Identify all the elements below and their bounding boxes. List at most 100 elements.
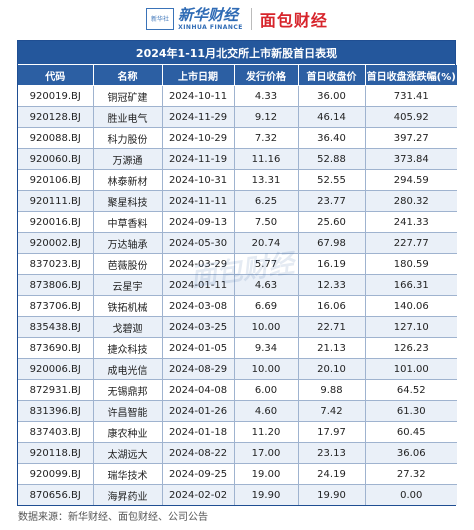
cell-issue-price: 4.33 — [234, 85, 299, 107]
cell-name: 成电光信 — [93, 358, 163, 380]
cell-first-close: 12.33 — [298, 274, 366, 296]
table-row: 920099.BJ 瑞华技术 2024-09-25 19.00 24.19 27.32 — [18, 463, 457, 485]
cell-name: 无锡鼎邦 — [93, 379, 163, 401]
cell-first-close: 16.06 — [298, 295, 366, 317]
cell-code: 835438.BJ — [18, 316, 94, 338]
cell-first-close: 17.97 — [298, 421, 366, 443]
col-header-code: 代码 — [18, 65, 94, 86]
table-row: 831396.BJ 许昌智能 2024-01-26 4.60 7.42 61.30 — [18, 400, 457, 422]
mianbao-finance-logo: 面包财经 — [259, 11, 328, 30]
cell-issue-price: 4.60 — [234, 400, 299, 422]
cell-listing-date: 2024-10-11 — [162, 85, 235, 107]
table-row: 920118.BJ 太湖远大 2024-08-22 17.00 23.13 36.06 — [18, 442, 457, 464]
cell-code: 873706.BJ — [18, 295, 94, 317]
cell-first-change: 397.27 — [365, 127, 457, 149]
cell-listing-date: 2024-10-29 — [162, 127, 235, 149]
cell-first-close: 7.42 — [298, 400, 366, 422]
cell-first-change: 64.52 — [365, 379, 457, 401]
cell-listing-date: 2024-01-05 — [162, 337, 235, 359]
table-row: 837403.BJ 康农种业 2024-01-18 11.20 17.97 60.45 — [18, 421, 457, 443]
cell-issue-price: 7.50 — [234, 211, 299, 233]
cell-listing-date: 2024-05-30 — [162, 232, 235, 254]
cell-name: 中草香料 — [93, 211, 163, 233]
cell-listing-date: 2024-09-25 — [162, 463, 235, 485]
logo-divider — [250, 8, 252, 30]
cell-first-change: 127.10 — [365, 316, 457, 338]
cell-first-change: 180.59 — [365, 253, 457, 275]
cell-name: 瑞华技术 — [93, 463, 163, 485]
cell-code: 920088.BJ — [18, 127, 94, 149]
cell-code: 873690.BJ — [18, 337, 94, 359]
cell-issue-price: 9.34 — [234, 337, 299, 359]
cell-first-close: 19.90 — [298, 484, 366, 505]
cell-first-close: 9.88 — [298, 379, 366, 401]
cell-name: 康农种业 — [93, 421, 163, 443]
cell-name: 科力股份 — [93, 127, 163, 149]
cell-first-close: 46.14 — [298, 106, 366, 128]
cell-issue-price: 19.00 — [234, 463, 299, 485]
cell-code: 831396.BJ — [18, 400, 94, 422]
cell-first-close: 24.19 — [298, 463, 366, 485]
table-row: 872931.BJ 无锡鼎邦 2024-04-08 6.00 9.88 64.52 — [18, 379, 457, 401]
table-title: 2024年1-11月北交所上市新股首日表现 — [18, 41, 455, 65]
cell-first-change: 61.30 — [365, 400, 457, 422]
cell-first-change: 60.45 — [365, 421, 457, 443]
cell-first-change: 126.23 — [365, 337, 457, 359]
cell-first-change: 280.32 — [365, 190, 457, 212]
cell-issue-price: 11.16 — [234, 148, 299, 170]
table-row: 920006.BJ 成电光信 2024-08-29 10.00 20.10 101.00 — [18, 358, 457, 380]
cell-name: 许昌智能 — [93, 400, 163, 422]
cell-issue-price: 6.00 — [234, 379, 299, 401]
data-table: 代码 名称 上市日期 发行价格 首日收盘价 首日收盘涨跌幅(%) 920019.… — [18, 65, 457, 505]
table-row: 837023.BJ 芭薇股份 2024-03-29 5.77 16.19 180.59 — [18, 253, 457, 275]
xinhua-finance-cn: 新华财经 — [178, 6, 239, 24]
cell-code: 837023.BJ — [18, 253, 94, 275]
cell-name: 戈碧迦 — [93, 316, 163, 338]
cell-first-close: 20.10 — [298, 358, 366, 380]
table-row: 920106.BJ 林泰新材 2024-10-31 13.31 52.55 294.59 — [18, 169, 457, 191]
cell-first-close: 52.55 — [298, 169, 366, 191]
cell-issue-price: 10.00 — [234, 316, 299, 338]
cell-listing-date: 2024-03-08 — [162, 295, 235, 317]
cell-listing-date: 2024-04-08 — [162, 379, 235, 401]
cell-first-close: 23.77 — [298, 190, 366, 212]
cell-name: 聚星科技 — [93, 190, 163, 212]
col-header-first-close: 首日收盘价 — [298, 65, 366, 86]
cell-name: 胜业电气 — [93, 106, 163, 128]
cell-name: 铁拓机械 — [93, 295, 163, 317]
cell-listing-date: 2024-03-25 — [162, 316, 235, 338]
cell-issue-price: 7.32 — [234, 127, 299, 149]
cell-listing-date: 2024-02-02 — [162, 484, 235, 505]
cell-first-close: 25.60 — [298, 211, 366, 233]
table-row: 920002.BJ 万达轴承 2024-05-30 20.74 67.98 227.77 — [18, 232, 457, 254]
table-row: 920128.BJ 胜业电气 2024-11-29 9.12 46.14 405.92 — [18, 106, 457, 128]
table-header-row: 代码 名称 上市日期 发行价格 首日收盘价 首日收盘涨跌幅(%) — [18, 65, 457, 86]
ipo-table: 2024年1-11月北交所上市新股首日表现 代码 名称 上市日期 发行价格 首日… — [17, 40, 457, 506]
cell-listing-date: 2024-11-19 — [162, 148, 235, 170]
table-row: 920111.BJ 聚星科技 2024-11-11 6.25 23.77 280.32 — [18, 190, 457, 212]
cell-code: 920006.BJ — [18, 358, 94, 380]
cell-first-close: 22.71 — [298, 316, 366, 338]
cell-first-close: 21.13 — [298, 337, 366, 359]
cell-issue-price: 13.31 — [234, 169, 299, 191]
cell-code: 873806.BJ — [18, 274, 94, 296]
col-header-listing-date: 上市日期 — [162, 65, 235, 86]
cell-code: 920099.BJ — [18, 463, 94, 485]
col-header-first-change: 首日收盘涨跌幅(%) — [365, 65, 457, 86]
cell-name: 林泰新材 — [93, 169, 163, 191]
table-row: 920060.BJ 万源通 2024-11-19 11.16 52.88 373.84 — [18, 148, 457, 170]
cell-name: 万源通 — [93, 148, 163, 170]
cell-listing-date: 2024-11-11 — [162, 190, 235, 212]
cell-first-change: 0.00 — [365, 484, 457, 505]
cell-first-close: 16.19 — [298, 253, 366, 275]
cell-first-change: 166.31 — [365, 274, 457, 296]
cell-listing-date: 2024-10-31 — [162, 169, 235, 191]
cell-name: 捷众科技 — [93, 337, 163, 359]
table-row: 920088.BJ 科力股份 2024-10-29 7.32 36.40 397.27 — [18, 127, 457, 149]
cell-code: 920016.BJ — [18, 211, 94, 233]
cell-name: 万达轴承 — [93, 232, 163, 254]
cell-code: 872931.BJ — [18, 379, 94, 401]
cell-code: 837403.BJ — [18, 421, 94, 443]
header: 新华社 新华财经 XINHUA FINANCE 面包财经 — [0, 0, 474, 38]
cell-listing-date: 2024-03-29 — [162, 253, 235, 275]
